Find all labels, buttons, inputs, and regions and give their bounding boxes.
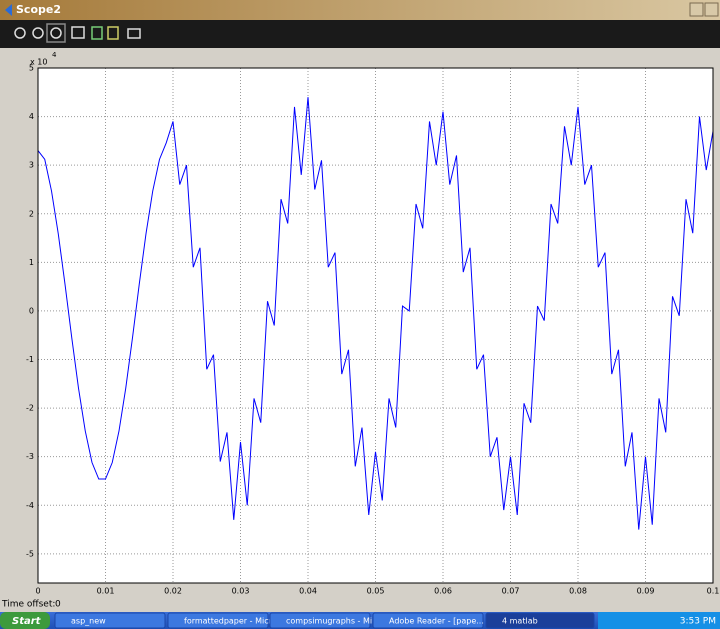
x-tick-label: 0 — [35, 587, 40, 596]
minimize-button[interactable] — [690, 3, 703, 16]
taskbar-button-label: asp_new — [71, 617, 106, 626]
taskbar-button-label: 4 matlab — [502, 617, 538, 626]
screen: Scope2 0 0.01 0.02 0.03 0.04 0.05 0.06 0.07 0.08… — [0, 0, 720, 629]
x-tick-label: 0.09 — [637, 587, 655, 596]
time-offset-label: Time offset: — [1, 600, 55, 610]
x-tick-label: 0.07 — [502, 587, 520, 596]
y-tick-label: -3 — [26, 452, 34, 461]
taskbar-button-label: Adobe Reader - [pape... — [389, 617, 484, 626]
x-tick-label: 0.05 — [367, 587, 385, 596]
clock: 3:53 PM — [680, 617, 716, 627]
window-title: Scope2 — [16, 3, 61, 16]
x-tick-label: 0.06 — [434, 587, 452, 596]
x-tick-label: 0.01 — [97, 587, 115, 596]
y-tick-label: -4 — [26, 501, 34, 510]
y-exponent-base: x 10 — [30, 58, 47, 67]
x-tick-label: 0.1 — [707, 587, 720, 596]
y-tick-label: 4 — [29, 112, 34, 121]
time-offset-value: 0 — [55, 600, 61, 610]
taskbar-button-label: compsimugraphs - Micr... — [286, 617, 387, 626]
x-tick-label: 0.04 — [299, 587, 317, 596]
maximize-button[interactable] — [705, 3, 718, 16]
y-tick-label: 0 — [29, 306, 34, 315]
y-tick-label: -2 — [26, 404, 34, 413]
y-tick-label: -1 — [26, 355, 34, 364]
x-tick-label: 0.02 — [164, 587, 182, 596]
y-tick-label: 2 — [29, 209, 34, 218]
start-label: Start — [12, 616, 42, 627]
x-tick-label: 0.08 — [569, 587, 587, 596]
x-tick-label: 0.03 — [232, 587, 250, 596]
y-tick-label: 3 — [29, 161, 34, 170]
y-tick-label: -5 — [26, 549, 34, 558]
y-tick-label: 1 — [29, 258, 34, 267]
taskbar-button-label: formattedpaper - Micr... — [184, 617, 279, 626]
title-bar — [0, 0, 720, 20]
y-exponent: 4 — [52, 51, 57, 59]
